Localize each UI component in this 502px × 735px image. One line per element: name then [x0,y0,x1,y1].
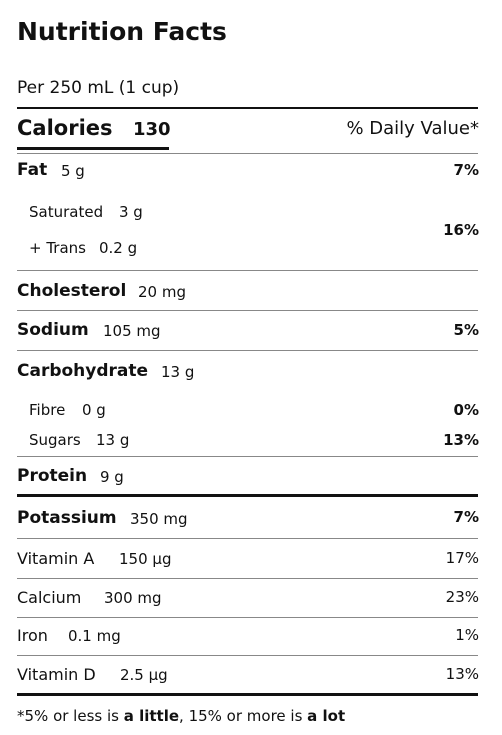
footnote-little: a little [123,707,180,725]
sugars-amount: 13 g [96,431,130,449]
fibre-amount: 0 g [82,401,106,419]
footnote: *5% or less is a little, 15% or more is … [17,709,345,724]
fibre-name: Fibre [29,401,66,419]
divider-thick [17,494,478,497]
iron-dv: 1% [455,626,479,644]
label-title: Nutrition Facts [17,17,227,46]
sodium-amount: 105 mg [103,322,161,340]
vitamin-a-amount: 150 µg [119,550,172,568]
vitamin-d-name: Vitamin D [17,665,96,684]
calories-value: 130 [133,119,171,140]
calories-underline [17,147,169,150]
divider [17,107,478,109]
divider [17,617,478,618]
calories-label: Calories [17,116,113,140]
carbohydrate-name: Carbohydrate [17,361,149,381]
footnote-lot: a lot [307,707,346,725]
cholesterol-name: Cholesterol [17,281,127,301]
fibre-dv: 0% [453,401,479,419]
divider [17,270,478,271]
divider [17,655,478,656]
divider [17,153,478,154]
footnote-prefix: *5% or less is [17,707,124,725]
carbohydrate-amount: 13 g [161,363,195,381]
fat-name: Fat [17,160,48,180]
potassium-amount: 350 mg [130,510,188,528]
trans-name: + Trans [29,239,86,257]
divider [17,538,478,539]
vitamin-d-dv: 13% [445,665,479,683]
protein-name: Protein [17,466,88,486]
divider [17,456,478,457]
divider [17,578,478,579]
divider [17,350,478,351]
serving-size: Per 250 mL (1 cup) [17,78,180,98]
trans-amount: 0.2 g [99,239,138,257]
divider [17,310,478,311]
sugars-name: Sugars [29,431,81,449]
protein-amount: 9 g [100,468,124,486]
sugars-dv: 13% [443,431,479,449]
footnote-middle: , 15% or more is [179,707,308,725]
sat-trans-dv: 16% [443,221,479,239]
divider-thick [17,693,478,696]
potassium-name: Potassium [17,508,117,528]
sodium-dv: 5% [453,321,479,339]
saturated-name: Saturated [29,203,104,221]
daily-value-header: % Daily Value* [346,118,479,139]
cholesterol-amount: 20 mg [138,283,186,301]
fat-amount: 5 g [61,162,85,180]
calcium-dv: 23% [445,588,479,606]
vitamin-a-name: Vitamin A [17,549,95,568]
sodium-name: Sodium [17,320,89,340]
vitamin-d-amount: 2.5 µg [120,666,168,684]
vitamin-a-dv: 17% [445,549,479,567]
saturated-amount: 3 g [119,203,143,221]
fat-dv: 7% [453,161,479,179]
potassium-dv: 7% [453,508,479,526]
calcium-amount: 300 mg [104,589,162,607]
iron-amount: 0.1 mg [68,627,121,645]
iron-name: Iron [17,626,48,645]
calcium-name: Calcium [17,588,82,607]
